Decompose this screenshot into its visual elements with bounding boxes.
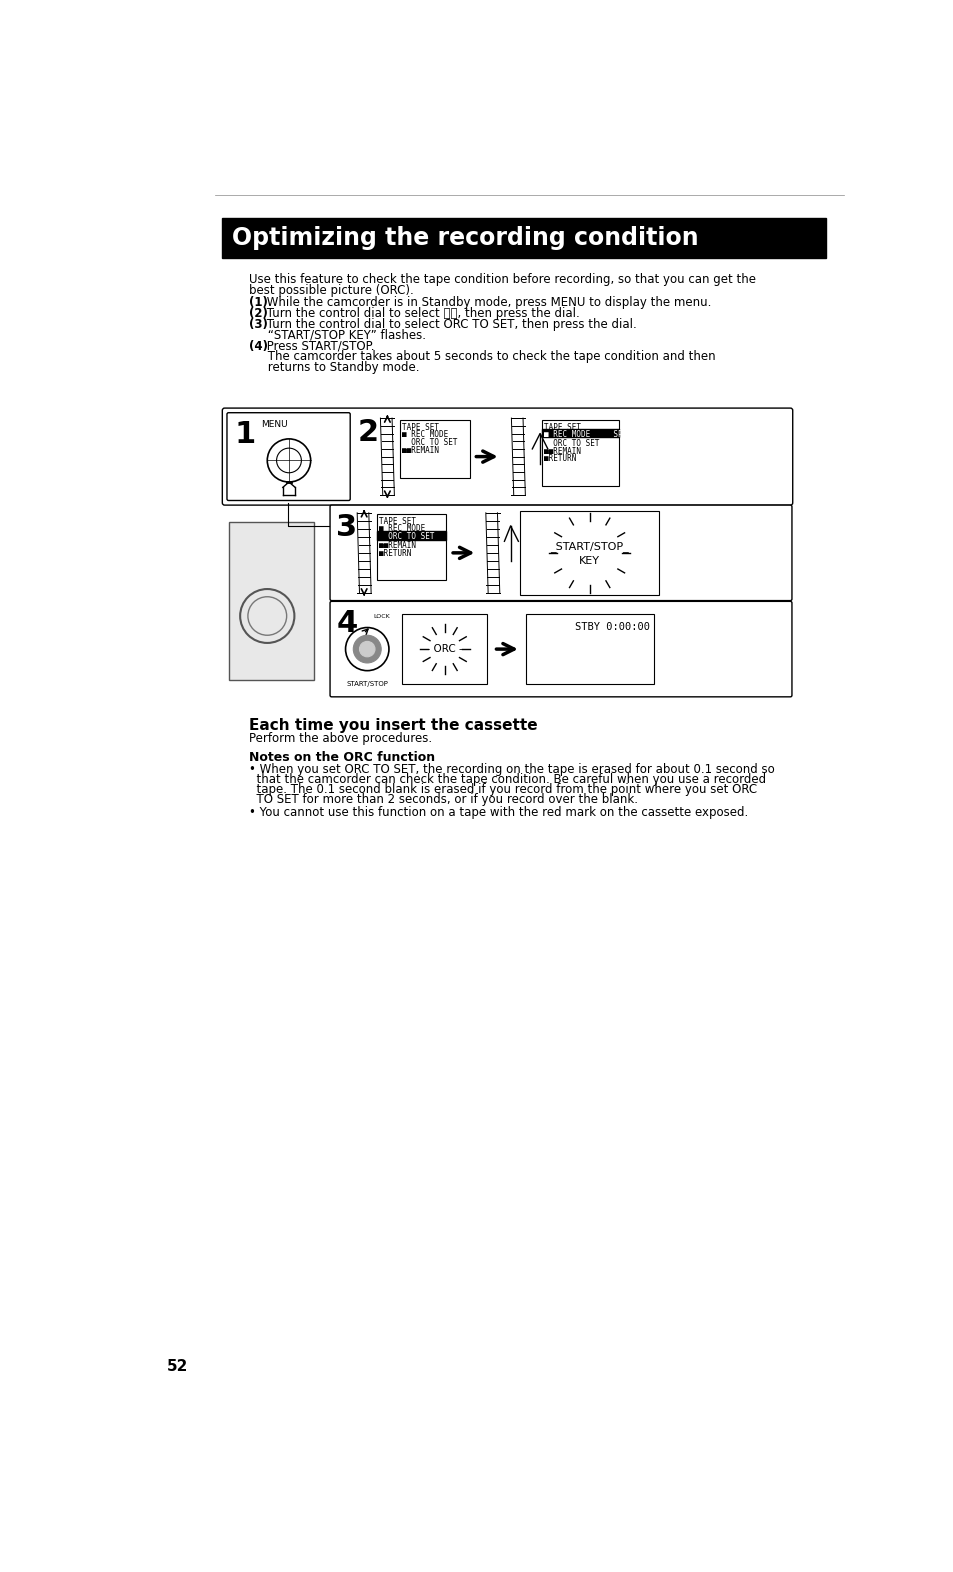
Text: Perform the above procedures.: Perform the above procedures. (249, 733, 432, 745)
Text: “START/STOP KEY” flashes.: “START/STOP KEY” flashes. (249, 329, 426, 341)
Text: 2: 2 (357, 418, 378, 446)
Bar (541, 429, 618, 437)
Text: returns to Standby mode.: returns to Standby mode. (249, 362, 419, 374)
Text: Use this feature to check the tape condition before recording, so that you can g: Use this feature to check the tape condi… (249, 274, 756, 286)
Bar (525, 615, 654, 684)
Text: The camcorder takes about 5 seconds to check the tape condition and then: The camcorder takes about 5 seconds to c… (249, 351, 716, 363)
FancyBboxPatch shape (227, 413, 350, 500)
Text: ■ REC MODE: ■ REC MODE (402, 431, 448, 440)
Text: ORC TO SET: ORC TO SET (543, 439, 598, 448)
Text: While the camcorder is in Standby mode, press MENU to display the menu.: While the camcorder is in Standby mode, … (263, 297, 711, 310)
Text: ORC TO SET: ORC TO SET (402, 439, 457, 446)
Text: ■RETURN: ■RETURN (543, 454, 576, 464)
Text: TAPE SET: TAPE SET (402, 423, 438, 432)
Text: LOCK: LOCK (373, 615, 390, 619)
Text: Notes on the ORC function: Notes on the ORC function (249, 751, 436, 764)
Text: ■RETURN: ■RETURN (378, 549, 411, 558)
Text: Press START/STOP.: Press START/STOP. (263, 340, 375, 352)
FancyBboxPatch shape (222, 409, 792, 505)
Bar (376, 531, 446, 539)
Text: ■ REC MODE: ■ REC MODE (378, 525, 425, 533)
Text: START/STOP: START/STOP (346, 681, 388, 687)
Bar (376, 514, 446, 580)
Bar (519, 511, 659, 596)
Text: 3: 3 (335, 512, 357, 542)
Text: (1): (1) (249, 297, 268, 310)
Bar (229, 522, 314, 681)
FancyBboxPatch shape (330, 505, 791, 601)
Text: ■ REC MODE     SP: ■ REC MODE SP (543, 429, 622, 439)
Text: best possible picture (ORC).: best possible picture (ORC). (249, 285, 414, 297)
FancyBboxPatch shape (330, 602, 791, 696)
Bar (541, 420, 618, 486)
Text: 1: 1 (234, 420, 255, 450)
Text: ■■REMAIN: ■■REMAIN (543, 446, 580, 456)
Text: Turn the control dial to select ORC TO SET, then press the dial.: Turn the control dial to select ORC TO S… (263, 318, 637, 332)
Text: Each time you insert the cassette: Each time you insert the cassette (249, 718, 537, 734)
Text: ORC TO SET: ORC TO SET (378, 531, 434, 541)
Text: (2): (2) (249, 307, 268, 321)
Circle shape (353, 635, 381, 663)
Text: STBY 0:00:00: STBY 0:00:00 (575, 623, 649, 632)
Text: that the camcorder can check the tape condition. Be careful when you use a recor: that the camcorder can check the tape co… (249, 773, 766, 786)
Text: (4): (4) (249, 340, 268, 352)
Text: • You cannot use this function on a tape with the red mark on the cassette expos: • You cannot use this function on a tape… (249, 806, 748, 819)
Text: TO SET for more than 2 seconds, or if you record over the blank.: TO SET for more than 2 seconds, or if yo… (249, 794, 638, 806)
Text: MENU: MENU (261, 420, 288, 429)
Text: ■■REMAIN: ■■REMAIN (402, 446, 438, 454)
Text: Turn the control dial to select ⓡⓡ, then press the dial.: Turn the control dial to select ⓡⓡ, then… (263, 307, 579, 321)
Circle shape (359, 641, 375, 657)
Text: • When you set ORC TO SET, the recording on the tape is erased for about 0.1 sec: • When you set ORC TO SET, the recording… (249, 762, 775, 777)
Text: tape. The 0.1 second blank is erased if you record from the point where you set : tape. The 0.1 second blank is erased if … (249, 783, 757, 795)
Text: ■■REMAIN: ■■REMAIN (378, 541, 416, 550)
Text: TAPE SET: TAPE SET (543, 423, 580, 432)
Bar (402, 615, 487, 684)
Bar (399, 420, 469, 478)
Text: (3): (3) (249, 318, 268, 332)
Text: 4: 4 (335, 608, 357, 638)
Text: – ORC –: – ORC – (425, 645, 464, 654)
Bar (221, 219, 825, 258)
Text: TAPE SET: TAPE SET (378, 517, 416, 525)
Text: Optimizing the recording condition: Optimizing the recording condition (233, 226, 699, 250)
Text: 52: 52 (167, 1360, 189, 1374)
Text: KEY: KEY (578, 555, 599, 566)
Text: _START/STOP_: _START/STOP_ (550, 541, 628, 552)
